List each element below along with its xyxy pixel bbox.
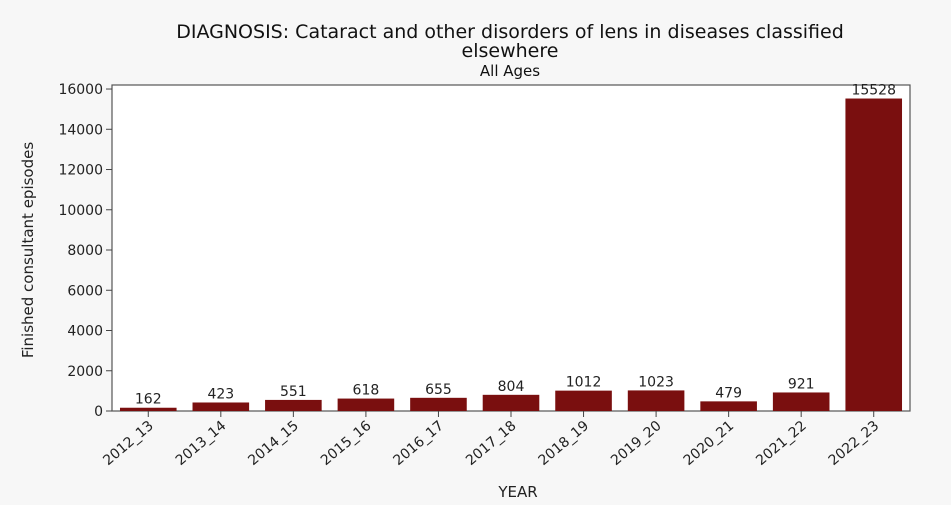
- y-tick-label: 2000: [67, 364, 103, 380]
- x-tick-label: 2014_15: [245, 418, 302, 469]
- bar: [627, 390, 685, 411]
- chart-title-line-2: elsewhere: [462, 40, 559, 62]
- bar-value-label: 921: [788, 376, 815, 392]
- bar: [482, 394, 540, 411]
- x-tick-label: 2015_16: [318, 418, 375, 469]
- chart-title-line-1: DIAGNOSIS: Cataract and other disorders …: [176, 21, 844, 43]
- x-tick-label: 2013_14: [173, 418, 230, 469]
- chart-subtitle: All Ages: [480, 62, 540, 80]
- y-tick-label: 12000: [58, 163, 103, 179]
- bar-value-label: 551: [280, 384, 307, 400]
- x-tick-label: 2016_17: [390, 418, 447, 469]
- bar: [337, 398, 395, 411]
- x-tick-label: 2018_19: [536, 418, 593, 469]
- bar: [555, 390, 612, 411]
- x-axis-label: YEAR: [497, 483, 537, 501]
- y-tick-label: 4000: [67, 324, 103, 340]
- bar-value-label: 804: [498, 379, 525, 395]
- x-tick-label: 2021_22: [753, 418, 810, 469]
- x-tick-label: 2022_23: [826, 418, 883, 469]
- plot-area: 0 2000 4000 6000 8000 10000 12000 14000 16000 162…: [58, 82, 911, 469]
- bar: [119, 407, 177, 411]
- plot-frame: [111, 84, 911, 412]
- y-tick-label: 16000: [58, 82, 103, 98]
- y-axis-label: Finished consultant episodes: [19, 142, 37, 359]
- x-tick-label: 2017_18: [463, 418, 520, 469]
- y-tick-label: 0: [94, 404, 103, 420]
- x-tick-label: 2012_13: [100, 418, 157, 469]
- bar: [700, 401, 757, 411]
- bar: [192, 402, 250, 411]
- bar-value-label: 655: [425, 382, 452, 398]
- y-tick-label: 6000: [67, 283, 103, 299]
- y-tick-label: 8000: [67, 243, 103, 259]
- bar-value-label: 423: [207, 386, 234, 402]
- x-tick-label: 2020_21: [681, 418, 738, 469]
- bar: [410, 397, 467, 411]
- bar-value-label: 618: [353, 383, 380, 399]
- bar-value-label: 15528: [851, 83, 896, 99]
- bar-value-label: 479: [715, 385, 742, 401]
- bar-value-label: 1012: [566, 375, 602, 391]
- bar-value-label: 162: [135, 392, 162, 408]
- y-tick-label: 10000: [58, 203, 103, 219]
- x-tick-label: 2019_20: [608, 418, 665, 469]
- bar: [845, 98, 903, 412]
- bar: [265, 399, 322, 411]
- bar: [772, 392, 830, 411]
- bar-value-label: 1023: [638, 374, 674, 390]
- y-tick-label: 14000: [58, 122, 103, 138]
